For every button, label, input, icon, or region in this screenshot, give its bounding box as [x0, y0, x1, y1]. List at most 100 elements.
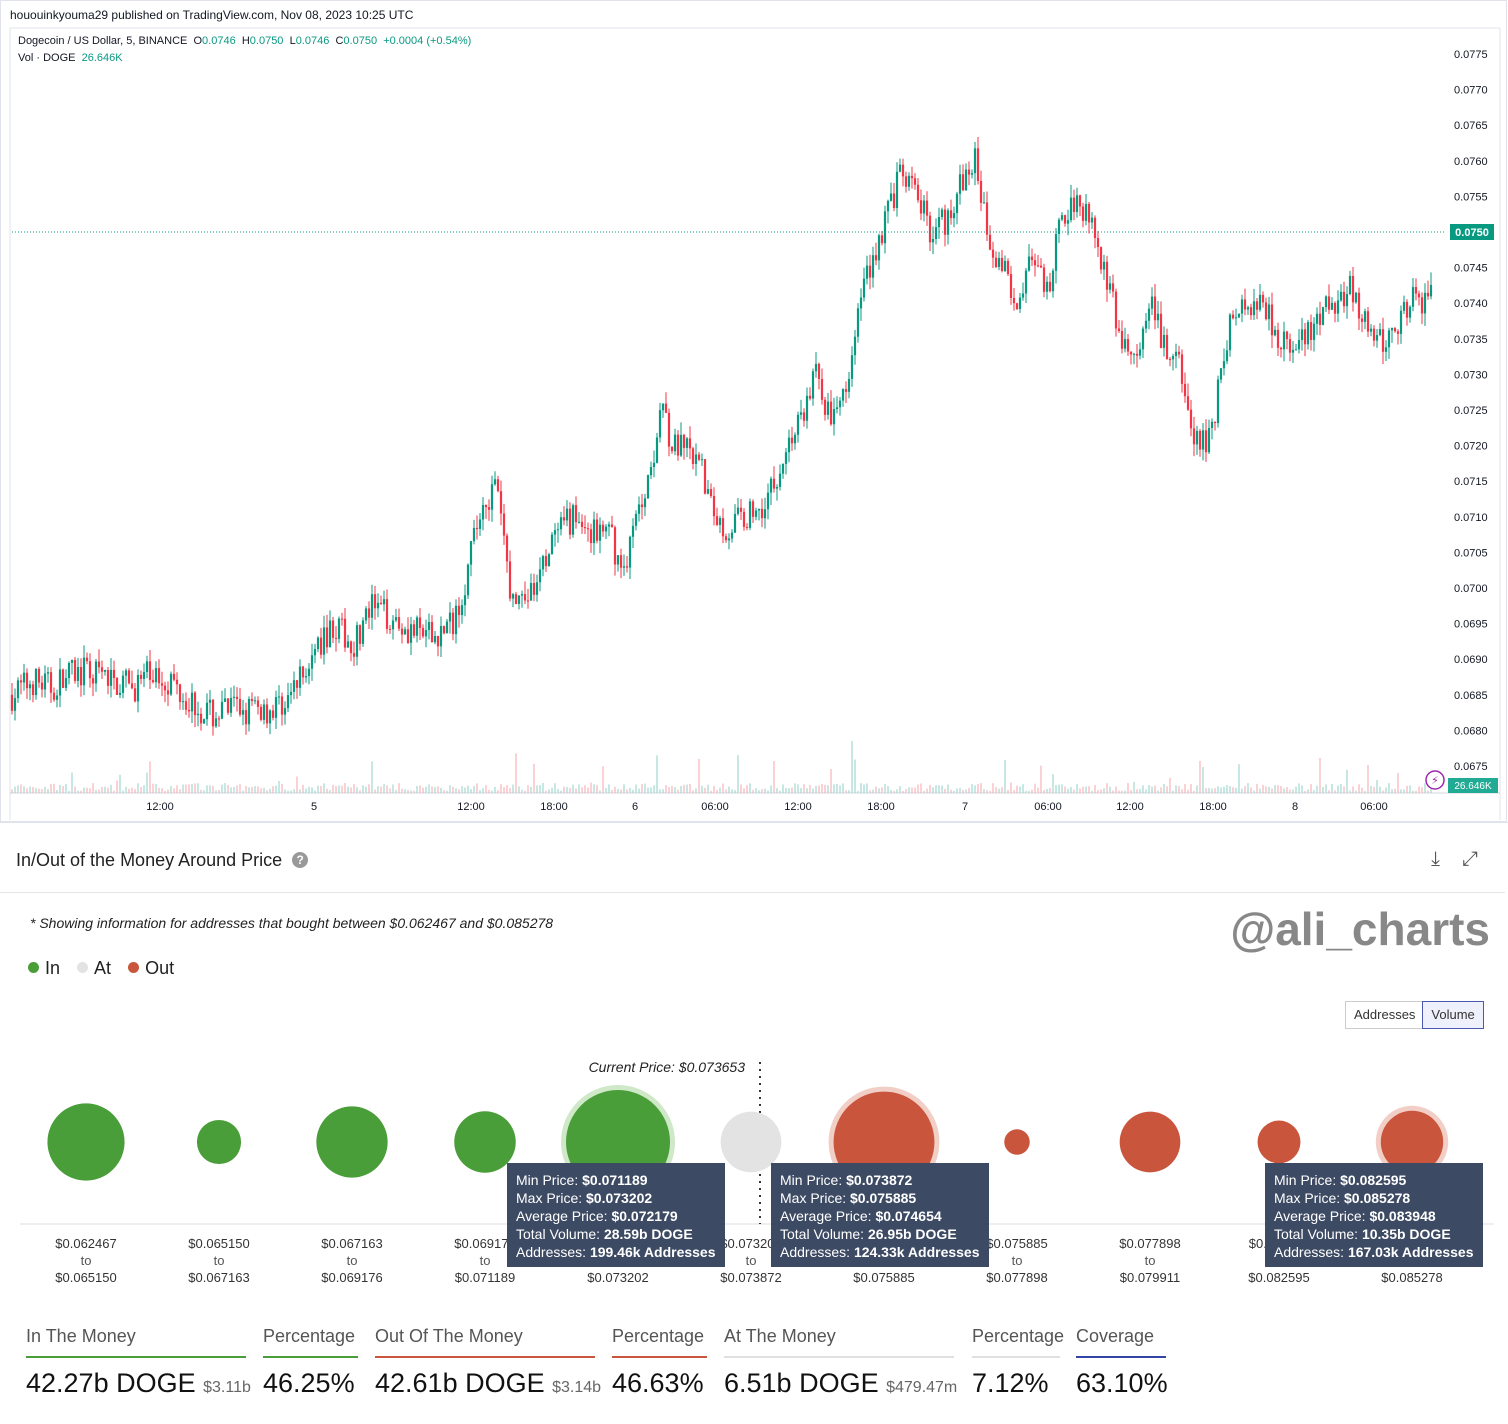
- candle-body: [1156, 313, 1160, 321]
- candle-body: [1015, 303, 1019, 310]
- stat-in: In The Money 42.27b DOGE $3.11b: [26, 1326, 251, 1399]
- volume-bar: [143, 785, 145, 793]
- tip-label: Max Price:: [780, 1190, 847, 1206]
- tip-max: Max Price: $0.073202: [516, 1189, 716, 1207]
- volume-bar: [500, 784, 502, 793]
- x-tick-label: 12:00: [1116, 801, 1144, 813]
- candle-body: [580, 521, 584, 527]
- candle-body: [409, 624, 413, 643]
- price-chart-canvas[interactable]: 0.0775 0.0770 0.0765 0.0760 0.0755 0.0750 0.07…: [0, 0, 1508, 822]
- volume-bar: [137, 783, 139, 793]
- candle-body: [94, 661, 98, 684]
- toggle-volume[interactable]: Volume: [1422, 1001, 1484, 1029]
- candle-body: [235, 696, 239, 700]
- candle-body: [1225, 350, 1229, 362]
- volume-bar: [470, 789, 472, 793]
- volume-bar: [1211, 788, 1213, 793]
- candle-body: [1285, 331, 1289, 340]
- candle-body: [874, 255, 878, 261]
- y-tick-label: 0.0685: [1454, 690, 1488, 702]
- candle-body: [346, 641, 350, 648]
- candle-body: [673, 434, 677, 452]
- volume-bar: [26, 788, 28, 793]
- candle-body: [592, 519, 596, 544]
- candle-body: [1261, 294, 1265, 303]
- candle-body: [820, 378, 824, 400]
- tip-label: Average Price:: [516, 1208, 608, 1224]
- volume-bar: [593, 784, 595, 793]
- legend-out[interactable]: Out: [128, 958, 174, 978]
- volume-bar: [1070, 787, 1072, 793]
- candle-body: [1099, 247, 1103, 270]
- volume-bar: [911, 787, 913, 793]
- candle-body: [613, 527, 617, 565]
- volume-bar: [596, 785, 598, 793]
- last-price-tag: [1450, 224, 1494, 240]
- volume-bar: [452, 786, 454, 793]
- high-label: H: [241, 35, 250, 47]
- candle-body: [190, 692, 194, 712]
- candle-body: [826, 401, 830, 415]
- candle-body: [448, 612, 452, 622]
- candle-body: [148, 661, 152, 680]
- volume-bar: [1322, 787, 1324, 793]
- volume-bar: [710, 790, 712, 793]
- help-icon[interactable]: ?: [292, 852, 309, 868]
- stat-coverage: Coverage 63.10%: [1076, 1326, 1168, 1399]
- volume-bar: [323, 783, 325, 793]
- volume-bar: [944, 788, 946, 793]
- volume-bar: [947, 784, 949, 793]
- candle-body: [1138, 349, 1142, 356]
- volume-bar: [1046, 788, 1048, 793]
- y-tick-label: 0.0715: [1454, 476, 1488, 488]
- legend-at[interactable]: At: [77, 958, 111, 978]
- volume-bar: [731, 789, 733, 793]
- fullscreen-icon[interactable]: ⤢: [1462, 848, 1478, 870]
- candle-body: [1198, 430, 1202, 450]
- volume-bar: [1274, 785, 1276, 793]
- volume-bar: [515, 753, 517, 793]
- candle-body: [481, 504, 485, 520]
- candle-body: [832, 409, 836, 425]
- volume-bar: [401, 788, 403, 793]
- bin-max-label: $0.082595: [1248, 1270, 1309, 1285]
- volume-bar: [1244, 786, 1246, 793]
- candle-body: [223, 698, 227, 702]
- volume-bar: [1166, 786, 1168, 793]
- volume-bar: [917, 784, 919, 793]
- volume-bar: [608, 784, 610, 793]
- candle-body: [1366, 311, 1370, 332]
- tip-value: $0.085278: [1344, 1190, 1411, 1206]
- volume-bar: [611, 789, 613, 793]
- legend-in[interactable]: In: [28, 958, 60, 978]
- volume-bar: [443, 790, 445, 793]
- volume-bar: [998, 788, 1000, 793]
- candle-body: [43, 673, 47, 690]
- volume-bar: [386, 785, 388, 793]
- candle-body: [1171, 356, 1175, 360]
- tip-value: $0.083948: [1369, 1208, 1436, 1224]
- candle-body: [706, 489, 710, 494]
- candle-body: [622, 566, 626, 568]
- candle-body: [619, 555, 623, 568]
- volume-bar: [1109, 786, 1111, 793]
- volume-bar: [1007, 789, 1009, 793]
- download-icon[interactable]: ⤓: [1431, 848, 1440, 870]
- candle-body: [598, 524, 602, 541]
- candle-body: [46, 672, 50, 674]
- volume-bar: [1346, 769, 1348, 793]
- candle-body: [400, 628, 404, 635]
- volume-bar: [503, 786, 505, 793]
- volume-bar: [1169, 777, 1171, 793]
- y-tick-label: 0.0695: [1454, 619, 1488, 631]
- candle-body: [733, 513, 737, 533]
- toggle-addresses[interactable]: Addresses: [1354, 1007, 1416, 1022]
- volume-bar: [1118, 790, 1120, 793]
- candle-body: [82, 657, 86, 686]
- tip-label: Min Price:: [516, 1172, 579, 1188]
- volume-bar: [29, 786, 31, 793]
- volume-bar: [914, 787, 916, 793]
- volume-tag: [1448, 778, 1498, 793]
- tip-value: $0.074654: [875, 1208, 942, 1224]
- candle-body: [49, 672, 53, 693]
